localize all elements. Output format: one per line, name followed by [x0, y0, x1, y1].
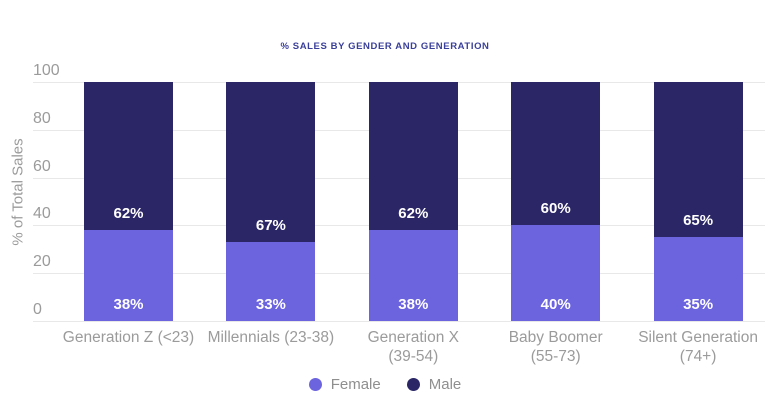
bar-segment-male[interactable]: 62%: [368, 82, 458, 231]
bar-segment-male[interactable]: 67%: [226, 82, 316, 243]
bar-value-label: 67%: [255, 217, 286, 235]
bar-value-label: 40%: [540, 295, 571, 313]
bar-segment-male[interactable]: 65%: [653, 82, 743, 238]
bar-value-label: 33%: [255, 295, 286, 313]
x-tick-line: Generation Z (<23): [62, 329, 195, 346]
bar-segment-male[interactable]: 60%: [511, 82, 601, 226]
bar-segment-female[interactable]: 40%: [511, 225, 601, 321]
bar-silent-generation-74: 65% 35%: [653, 82, 743, 321]
bar-segment-female[interactable]: 35%: [653, 237, 743, 321]
legend-item-male[interactable]: Male: [406, 376, 462, 393]
y-tick-label: 0: [33, 301, 42, 318]
y-tick-label: 40: [33, 205, 51, 223]
gridline-0: [33, 321, 765, 322]
bar-segment-male[interactable]: 62%: [84, 82, 173, 231]
x-tick-line: Baby Boomer: [508, 329, 603, 346]
bar-value-label: 60%: [540, 200, 571, 218]
legend-label-male: Male: [428, 376, 462, 393]
x-tick-label-generation-x-39-54: Generation X (39-54): [338, 328, 488, 366]
bar-millennials-23-38: 67% 33%: [226, 82, 316, 321]
bar-generation-z-23: 62% 38%: [84, 82, 173, 321]
x-tick-label-generation-z-23: Generation Z (<23): [54, 328, 204, 347]
y-tick-label: 80: [33, 109, 51, 127]
bar-value-label: 65%: [683, 212, 714, 230]
bar-generation-x-39-54: 62% 38%: [368, 82, 458, 321]
bar-value-label: 62%: [398, 205, 429, 223]
x-tick-line: Generation X: [367, 329, 459, 346]
bar-value-label: 38%: [113, 295, 144, 313]
bar-value-label: 62%: [113, 205, 144, 223]
x-tick-line: (39-54): [388, 348, 439, 365]
legend-label-female: Female: [330, 376, 381, 393]
bar-value-label: 35%: [683, 295, 714, 313]
x-tick-label-silent-generation-74: Silent Generation (74+): [623, 328, 770, 366]
chart-title: % SALES BY GENDER AND GENERATION: [280, 41, 490, 52]
y-tick-label: 20: [33, 253, 51, 271]
bar-segment-female[interactable]: 33%: [226, 242, 316, 321]
x-tick-label-baby-boomer-55-73: Baby Boomer (55-73): [481, 328, 631, 366]
bar-baby-boomer-55-73: 60% 40%: [511, 82, 601, 321]
legend: Female Male: [0, 376, 770, 393]
bar-segment-female[interactable]: 38%: [84, 230, 173, 321]
x-tick-line: Silent Generation: [638, 329, 758, 346]
x-tick-line: (55-73): [530, 348, 581, 365]
bar-segment-female[interactable]: 38%: [368, 230, 458, 321]
bar-value-label: 38%: [398, 295, 429, 313]
legend-marker-male: [406, 378, 420, 391]
x-tick-line: (74+): [679, 348, 717, 365]
y-tick-label: 100: [33, 62, 60, 79]
x-tick-label-millennials-23-38: Millennials (23-38): [196, 328, 346, 347]
y-tick-label: 60: [33, 157, 51, 175]
x-tick-line: Millennials (23-38): [207, 329, 335, 346]
legend-marker-female: [308, 378, 322, 391]
legend-item-female[interactable]: Female: [308, 376, 381, 393]
